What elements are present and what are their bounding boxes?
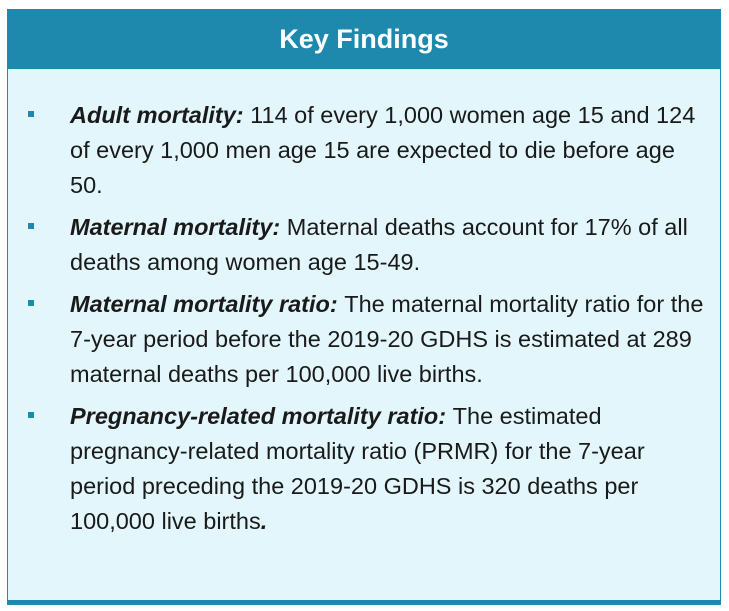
finding-text: The estimated pregnancy-related mortalit… xyxy=(70,403,645,534)
findings-list: Adult mortality: 114 of every 1,000 wome… xyxy=(8,98,720,546)
finding-lead: Maternal mortality: xyxy=(70,214,287,240)
finding-tail: . xyxy=(260,508,268,534)
square-bullet-icon xyxy=(28,223,34,229)
finding-lead: Adult mortality: xyxy=(70,102,251,128)
square-bullet-icon xyxy=(28,412,34,418)
finding-item: Pregnancy-related mortality ratio: The e… xyxy=(8,399,720,539)
key-findings-box: Key Findings Adult mortality: 114 of eve… xyxy=(7,9,721,605)
square-bullet-icon xyxy=(28,111,34,117)
finding-lead: Pregnancy-related mortality ratio: xyxy=(70,403,453,429)
square-bullet-icon xyxy=(28,300,34,306)
finding-text: The maternal mortality ratio for the 7-y… xyxy=(70,291,704,387)
box-title: Key Findings xyxy=(8,10,720,69)
finding-item: Maternal mortality ratio: The maternal m… xyxy=(8,287,720,392)
finding-text: Maternal deaths account for 17% of all d… xyxy=(70,214,688,275)
finding-item: Adult mortality: 114 of every 1,000 wome… xyxy=(8,98,720,203)
finding-text: 114 of every 1,000 women age 15 and 124 … xyxy=(70,102,696,198)
finding-item: Maternal mortality: Maternal deaths acco… xyxy=(8,210,720,280)
finding-lead: Maternal mortality ratio: xyxy=(70,291,345,317)
